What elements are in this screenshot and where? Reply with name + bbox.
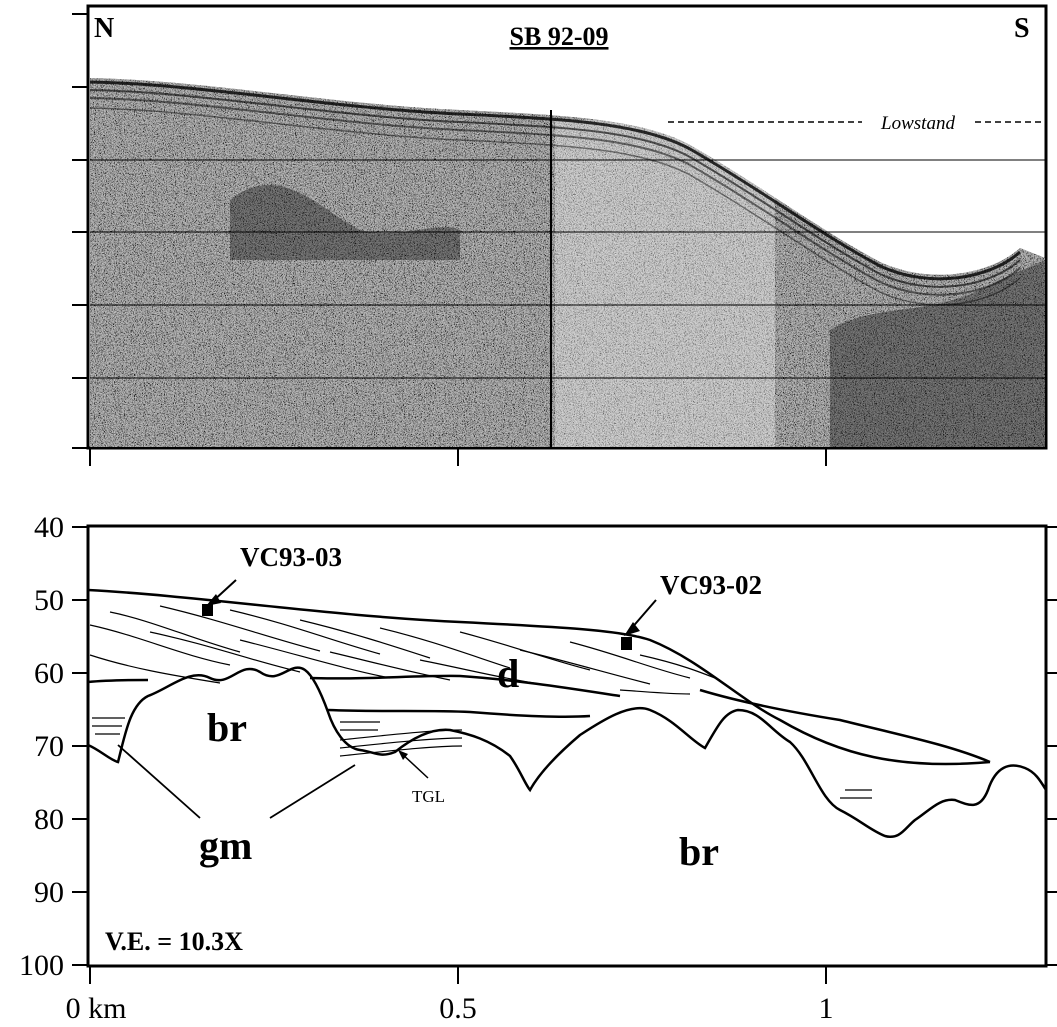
y-tick-label: 40	[34, 511, 64, 544]
north-label: N	[94, 13, 114, 44]
trough-fill-top	[327, 688, 991, 764]
y-tick-label: 80	[34, 803, 64, 836]
unit-label-glaciomarine: gm	[199, 823, 252, 868]
y-axis: 40 50 60 70 80 90 100	[19, 511, 1057, 982]
bedrock-surface	[87, 666, 1048, 839]
y-tick-label: 90	[34, 876, 64, 909]
y-tick-label: 50	[34, 584, 64, 617]
tgl-label: TGL	[412, 787, 445, 806]
profile-title: SB 92-09	[510, 22, 609, 51]
core-label: VC93-03	[240, 542, 342, 572]
core-vc93-03	[202, 579, 237, 616]
glaciomarine-laminations	[92, 717, 872, 799]
seismic-grid	[90, 159, 1045, 379]
unit-label-delta: d	[497, 651, 519, 696]
south-label: S	[1014, 13, 1030, 44]
lowstand-label: Lowstand	[880, 113, 955, 134]
y-tick-label: 100	[19, 949, 64, 982]
tgl-arrowhead	[398, 750, 408, 760]
interpretation-panel: 40 50 60 70 80 90 100 0 km 0.5 1	[19, 511, 1057, 1025]
seismic-left-ticks	[72, 13, 88, 449]
y-tick-label: 70	[34, 730, 64, 763]
deltaic-clinoforms	[89, 605, 721, 695]
seismic-panel: Lowstand N S SB 92-09	[72, 4, 1048, 466]
vertical-exaggeration-note: V.E. = 10.3X	[105, 927, 243, 956]
x-tick-label: 1	[819, 992, 834, 1025]
seafloor-horizon	[87, 588, 991, 766]
core-vc93-02	[621, 599, 657, 650]
x-axis: 0 km 0.5 1	[66, 966, 834, 1025]
unit-label-bedrock-upper: br	[207, 705, 247, 750]
x-tick-label: 0.5	[439, 992, 477, 1025]
gm-leaders	[117, 744, 356, 819]
x-tick-label: 0 km	[66, 992, 127, 1025]
y-tick-label: 60	[34, 657, 64, 690]
unit-label-bedrock-lower: br	[679, 829, 719, 874]
seismic-bottom-ticks	[89, 448, 827, 466]
delta-base-horizon	[87, 674, 621, 698]
core-label: VC93-02	[660, 570, 762, 600]
